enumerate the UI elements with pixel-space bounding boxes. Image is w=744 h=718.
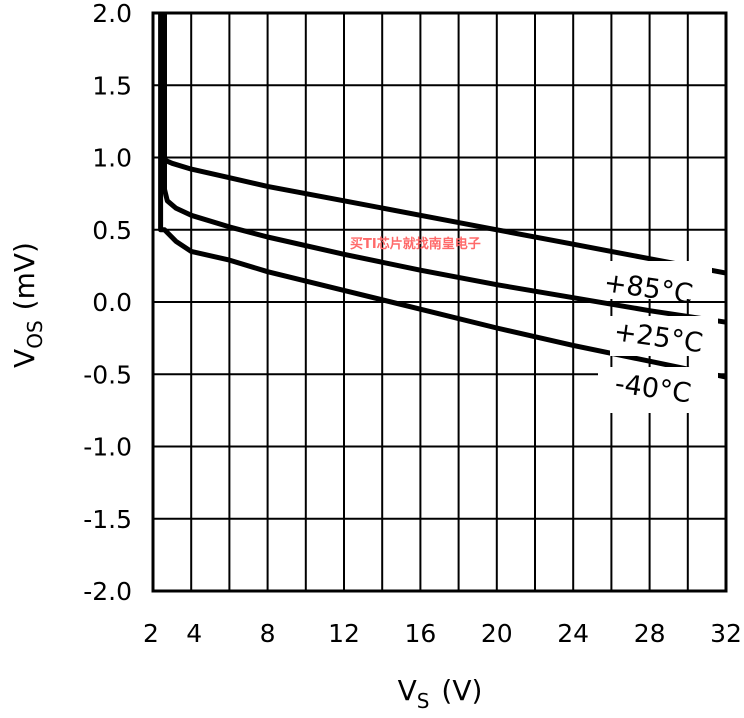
x-tick-labels: 2 4 8 12 16 20 24 28 32 <box>143 619 742 648</box>
y-tick-label: 1.0 <box>92 144 132 173</box>
series-line-2 <box>158 13 727 380</box>
y-axis-title: VOS (mV) <box>8 242 47 368</box>
y-tick-label: -2.0 <box>83 577 132 606</box>
x-tick-label: 2 <box>143 619 159 648</box>
label-backdrop-25 <box>610 316 718 356</box>
x-tick-label: 20 <box>481 619 513 648</box>
y-tick-label: -1.0 <box>83 433 132 462</box>
x-tick-label: 4 <box>186 619 202 648</box>
x-tick-label: 12 <box>328 619 360 648</box>
x-axis-symbol: V <box>398 674 417 707</box>
y-tick-label: -0.5 <box>83 360 132 389</box>
x-tick-label: 32 <box>710 619 742 648</box>
y-tick-label: 0.5 <box>92 216 132 245</box>
x-axis-unit: (V) <box>441 674 482 707</box>
plot-frame <box>151 11 728 593</box>
y-axis-unit: (mV) <box>8 242 41 310</box>
x-axis-title: VS (V) <box>398 674 483 713</box>
y-tick-label: -1.5 <box>83 505 132 534</box>
y-tick-label: 2.0 <box>92 0 132 28</box>
x-tick-label: 24 <box>557 619 589 648</box>
label-backdrop-40 <box>598 367 718 413</box>
y-axis-symbol: V <box>8 349 41 368</box>
series-line-1 <box>162 13 727 325</box>
x-tick-label: 16 <box>404 619 436 648</box>
y-axis-subscript: OS <box>23 320 47 348</box>
label-backdrop-85 <box>600 261 712 299</box>
x-axis-subscript: S <box>417 689 430 713</box>
y-tick-labels: 2.0 1.5 1.0 0.5 0.0 -0.5 -1.0 -1.5 -2.0 <box>83 0 132 606</box>
x-tick-label: 8 <box>260 619 276 648</box>
y-tick-label: 0.0 <box>92 288 132 317</box>
watermark-text: 买TI芯片就找南皇电子 <box>350 236 481 252</box>
x-tick-label: 28 <box>634 619 666 648</box>
y-tick-label: 1.5 <box>92 71 132 100</box>
series-curves <box>158 13 727 380</box>
